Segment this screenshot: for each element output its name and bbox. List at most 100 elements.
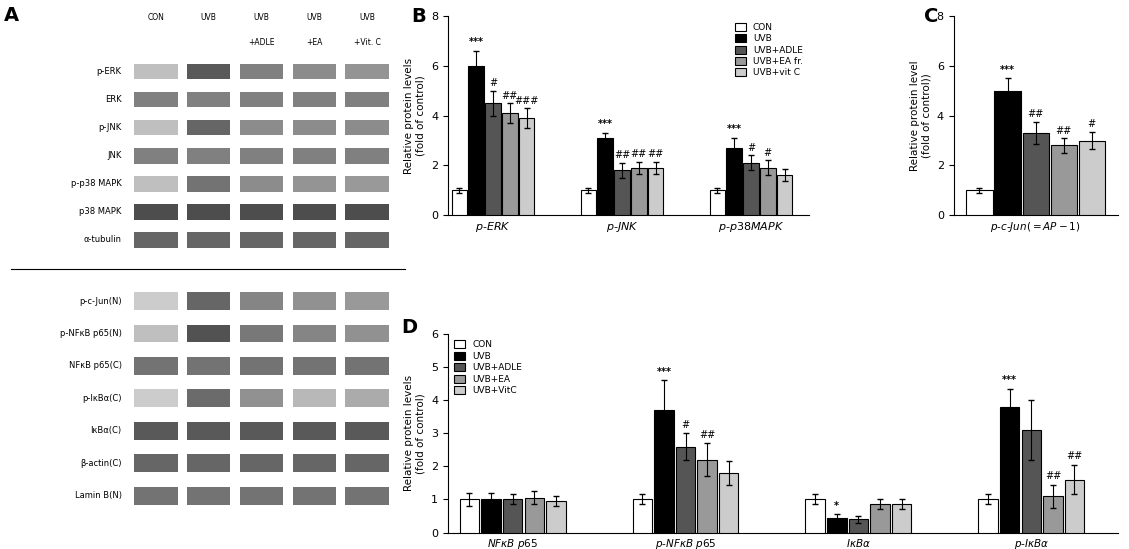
Text: ##: ##: [1027, 109, 1043, 120]
Text: +Vit. C: +Vit. C: [353, 38, 380, 47]
Bar: [292, 357, 336, 375]
Text: #: #: [682, 420, 690, 430]
Bar: [452, 190, 467, 215]
Bar: [849, 519, 868, 533]
Bar: [239, 487, 283, 505]
Text: p-JNK: p-JNK: [98, 124, 122, 132]
Bar: [134, 176, 177, 192]
Bar: [345, 292, 388, 310]
Bar: [134, 64, 177, 80]
Bar: [292, 292, 336, 310]
Text: α-tubulin: α-tubulin: [84, 236, 122, 244]
Text: ##: ##: [631, 149, 647, 159]
Bar: [187, 92, 230, 108]
Bar: [134, 487, 177, 505]
Bar: [345, 148, 388, 164]
Bar: [134, 324, 177, 343]
Bar: [292, 92, 336, 108]
Bar: [502, 500, 523, 533]
Bar: [345, 487, 388, 505]
Bar: [1078, 141, 1105, 215]
Text: ***: ***: [597, 119, 613, 130]
Text: *: *: [834, 501, 839, 511]
Bar: [580, 190, 596, 215]
Bar: [187, 64, 230, 80]
Legend: CON, UVB, UVB+ADLE, UVB+EA fr., UVB+vit C: CON, UVB, UVB+ADLE, UVB+EA fr., UVB+vit …: [733, 21, 805, 79]
Bar: [187, 324, 230, 343]
Text: #: #: [489, 79, 497, 88]
Text: p-p38 MAPK: p-p38 MAPK: [71, 180, 122, 188]
Bar: [1065, 480, 1084, 533]
Bar: [345, 232, 388, 248]
Bar: [1022, 430, 1041, 533]
Bar: [134, 148, 177, 164]
Text: +ADLE: +ADLE: [248, 38, 274, 47]
Text: ***: ***: [1003, 376, 1017, 385]
Text: B: B: [412, 7, 427, 26]
Bar: [134, 92, 177, 108]
Bar: [239, 176, 283, 192]
Bar: [485, 103, 501, 215]
Bar: [345, 422, 388, 440]
Y-axis label: Relative protein level
(fold of control)): Relative protein level (fold of control)…: [910, 60, 931, 171]
Text: #: #: [1087, 119, 1096, 130]
Bar: [525, 498, 544, 533]
Bar: [460, 500, 479, 533]
Text: #: #: [747, 143, 755, 153]
Bar: [345, 389, 388, 407]
Text: Lamin B(N): Lamin B(N): [75, 491, 122, 500]
Bar: [710, 190, 725, 215]
Text: p38 MAPK: p38 MAPK: [79, 208, 122, 216]
Text: p-NFκB p65(N): p-NFκB p65(N): [60, 329, 122, 338]
Text: ***: ***: [656, 367, 672, 377]
Bar: [614, 170, 630, 215]
Bar: [239, 324, 283, 343]
Bar: [469, 66, 484, 215]
Bar: [345, 92, 388, 108]
Bar: [292, 176, 336, 192]
Y-axis label: Relative protein levels
(fold of control): Relative protein levels (fold of control…: [404, 375, 426, 491]
Bar: [187, 422, 230, 440]
Bar: [345, 120, 388, 136]
Bar: [292, 455, 336, 472]
Bar: [726, 148, 742, 215]
Bar: [239, 232, 283, 248]
Bar: [828, 518, 847, 533]
Bar: [187, 292, 230, 310]
Bar: [1043, 496, 1062, 533]
Text: ##: ##: [1056, 126, 1071, 136]
Bar: [654, 410, 674, 533]
Bar: [502, 113, 517, 215]
Bar: [134, 120, 177, 136]
Text: +EA: +EA: [306, 38, 323, 47]
Bar: [698, 460, 717, 533]
Text: IκBα(C): IκBα(C): [90, 426, 122, 435]
Text: β-actin(C): β-actin(C): [80, 459, 122, 468]
Bar: [134, 292, 177, 310]
Bar: [239, 120, 283, 136]
Text: #: #: [763, 148, 772, 158]
Text: ERK: ERK: [105, 96, 122, 104]
Bar: [187, 120, 230, 136]
Bar: [345, 324, 388, 343]
Bar: [134, 422, 177, 440]
Bar: [805, 500, 825, 533]
Text: JNK: JNK: [107, 152, 122, 160]
Text: UVB: UVB: [201, 13, 217, 21]
Bar: [187, 148, 230, 164]
Bar: [345, 455, 388, 472]
Bar: [648, 168, 664, 215]
Bar: [631, 168, 647, 215]
Bar: [345, 176, 388, 192]
Text: ##: ##: [1044, 471, 1061, 481]
Bar: [187, 357, 230, 375]
Bar: [892, 505, 911, 533]
Bar: [676, 446, 695, 533]
Text: p-IκBα(C): p-IκBα(C): [82, 394, 122, 403]
Text: ##: ##: [501, 91, 518, 101]
Bar: [239, 204, 283, 220]
Bar: [187, 176, 230, 192]
Text: ##: ##: [647, 149, 664, 159]
Bar: [760, 168, 776, 215]
Bar: [292, 422, 336, 440]
